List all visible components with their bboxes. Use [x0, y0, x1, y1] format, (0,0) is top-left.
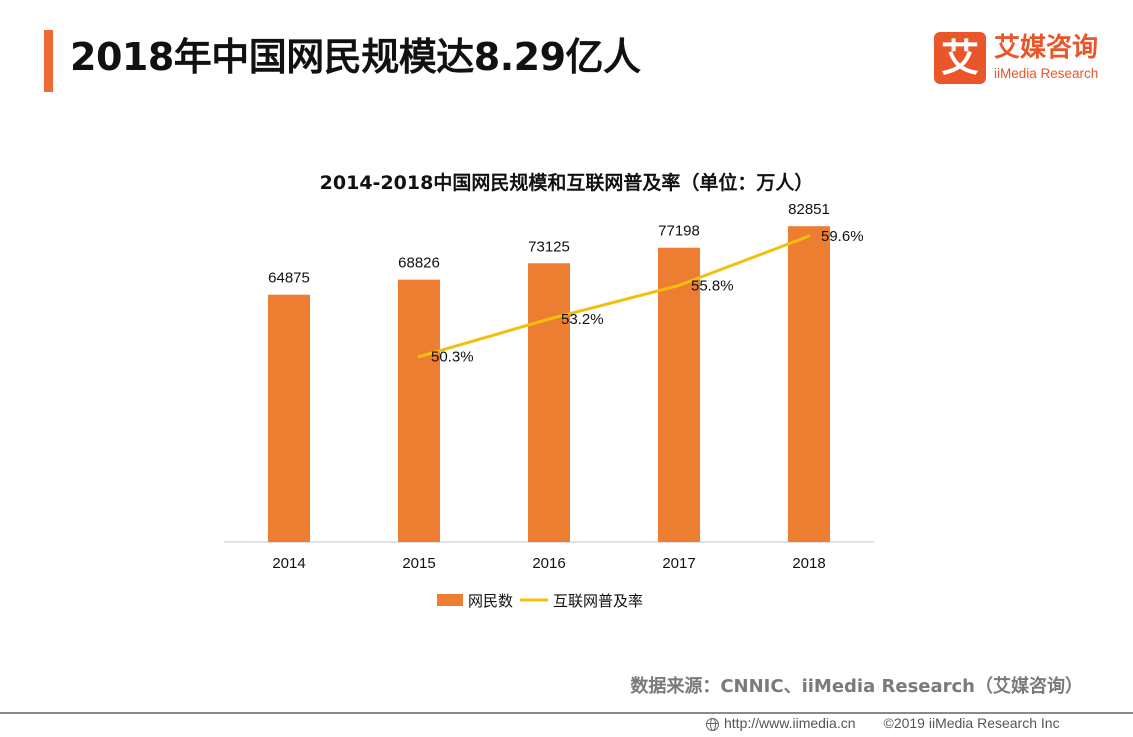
globe-icon: [706, 718, 719, 731]
data-source: 数据来源：CNNIC、iiMedia Research（艾媒咨询）: [630, 676, 1083, 697]
page-title: 2018年中国网民规模达8.29亿人: [70, 35, 641, 79]
legend-swatch-bar: [437, 594, 463, 606]
bar-2016: [528, 263, 570, 542]
bar-value-label: 77198: [658, 223, 700, 240]
logo-name-cn: 艾媒咨询: [994, 33, 1099, 63]
bar-2018: [788, 226, 830, 543]
line-point: [547, 317, 551, 321]
x-tick-label: 2014: [272, 555, 305, 572]
brand-logo: 艾 艾媒咨询 iiMedia Research: [934, 32, 1124, 86]
line-value-label: 59.6%: [821, 228, 864, 245]
bar-2015: [398, 279, 440, 542]
legend-label-bar: 网民数: [468, 592, 513, 610]
bar-2014: [268, 294, 310, 542]
footer-copyright: ©2019 iiMedia Research Inc: [883, 715, 1060, 731]
penetration-rate-line: [418, 234, 810, 359]
bar-value-label: 68826: [398, 255, 440, 272]
x-tick-label: 2016: [532, 555, 565, 572]
line-point: [677, 283, 681, 287]
line-value-label: 53.2%: [561, 311, 604, 328]
line-point: [417, 355, 421, 359]
line-value-label: 50.3%: [431, 349, 474, 366]
footer-url[interactable]: http://www.iimedia.cn: [724, 715, 856, 731]
bar-value-label: 73125: [528, 238, 570, 255]
chart-title: 2014-2018中国网民规模和互联网普及率（单位：万人）: [319, 172, 814, 194]
x-tick-label: 2017: [662, 555, 695, 572]
line-value-label: 55.8%: [691, 277, 734, 294]
bar-value-label: 64875: [268, 270, 310, 287]
title-accent-bar: [44, 30, 53, 92]
logo-mark-icon: 艾: [934, 32, 986, 84]
bar-value-label: 82851: [788, 201, 830, 218]
bar-2017: [658, 247, 700, 543]
footer-divider: [0, 712, 1133, 714]
x-tick-label: 2015: [402, 555, 435, 572]
x-tick-label: 2018: [792, 555, 825, 572]
legend-label-line: 互联网普及率: [553, 592, 643, 610]
footer: http://www.iimedia.cn ©2019 iiMedia Resea…: [706, 714, 1060, 732]
line-point: [807, 234, 811, 238]
logo-name-en: iiMedia Research: [994, 66, 1099, 81]
